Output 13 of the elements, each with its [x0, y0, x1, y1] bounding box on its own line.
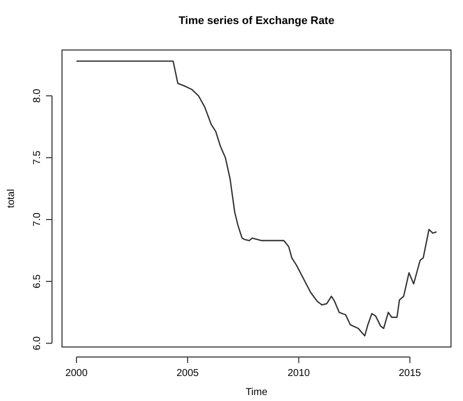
y-tick-label: 6.0	[32, 336, 43, 350]
x-tick-label: 2000	[65, 368, 88, 379]
y-tick-label: 8.0	[32, 88, 43, 103]
chart-title: Time series of Exchange Rate	[178, 15, 334, 27]
y-tick-label: 6.5	[32, 274, 43, 288]
x-tick-label: 2015	[398, 368, 422, 379]
x-axis-title: Time	[246, 387, 268, 398]
y-tick-label: 7.5	[32, 150, 43, 165]
x-tick-label: 2005	[176, 368, 200, 379]
y-tick-label: 7.0	[32, 212, 43, 226]
x-tick-label: 2010	[288, 368, 310, 379]
y-axis-title: total	[6, 189, 17, 208]
line-series	[76, 60, 438, 337]
